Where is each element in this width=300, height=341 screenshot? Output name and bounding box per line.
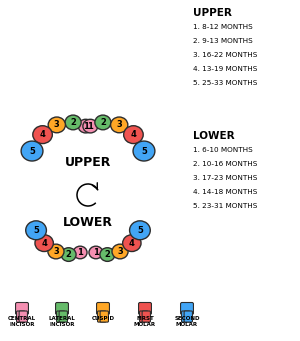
- Ellipse shape: [61, 248, 76, 261]
- FancyBboxPatch shape: [142, 311, 150, 322]
- Ellipse shape: [100, 248, 115, 261]
- Text: 3: 3: [116, 120, 122, 129]
- Ellipse shape: [123, 235, 141, 252]
- Ellipse shape: [65, 115, 81, 130]
- Text: 4: 4: [129, 239, 135, 248]
- Text: 5. 23-31 MONTHS: 5. 23-31 MONTHS: [193, 203, 257, 209]
- Ellipse shape: [112, 244, 128, 259]
- FancyBboxPatch shape: [19, 311, 28, 322]
- Text: 5. 25-33 MONTHS: 5. 25-33 MONTHS: [193, 80, 257, 86]
- Text: 1: 1: [83, 122, 88, 131]
- Text: 5: 5: [137, 226, 143, 235]
- Text: CENTRAL
INCISOR: CENTRAL INCISOR: [8, 316, 36, 327]
- Text: FIRST
MOLAR: FIRST MOLAR: [134, 316, 156, 327]
- Text: 1. 8-12 MONTHS: 1. 8-12 MONTHS: [193, 24, 253, 30]
- Ellipse shape: [33, 126, 52, 144]
- FancyBboxPatch shape: [182, 311, 190, 322]
- Ellipse shape: [130, 221, 150, 240]
- Ellipse shape: [133, 141, 155, 161]
- Text: 4: 4: [41, 239, 47, 248]
- Text: 1. 6-10 MONTHS: 1. 6-10 MONTHS: [193, 147, 253, 153]
- Text: 2: 2: [100, 118, 106, 127]
- Text: 4. 14-18 MONTHS: 4. 14-18 MONTHS: [193, 189, 257, 195]
- Text: 2: 2: [70, 118, 76, 127]
- FancyBboxPatch shape: [98, 311, 106, 322]
- FancyBboxPatch shape: [59, 311, 68, 322]
- Text: 5: 5: [29, 147, 35, 155]
- Text: 2: 2: [104, 250, 110, 259]
- Text: 1: 1: [93, 248, 99, 257]
- Ellipse shape: [95, 115, 111, 130]
- FancyBboxPatch shape: [56, 311, 65, 322]
- Text: 3. 17-23 MONTHS: 3. 17-23 MONTHS: [193, 175, 257, 181]
- Ellipse shape: [21, 141, 43, 161]
- Ellipse shape: [83, 119, 98, 133]
- Text: 4. 13-19 MONTHS: 4. 13-19 MONTHS: [193, 66, 257, 72]
- Text: 1: 1: [77, 248, 83, 257]
- Ellipse shape: [48, 117, 65, 133]
- FancyBboxPatch shape: [97, 302, 110, 314]
- Ellipse shape: [89, 246, 103, 259]
- Text: 2: 2: [66, 250, 71, 259]
- Text: LOWER: LOWER: [193, 131, 235, 141]
- Text: 2. 9-13 MONTHS: 2. 9-13 MONTHS: [193, 38, 253, 44]
- Ellipse shape: [26, 221, 46, 240]
- Text: 1: 1: [87, 122, 93, 131]
- Text: SECOND
MOLAR: SECOND MOLAR: [174, 316, 200, 327]
- FancyBboxPatch shape: [16, 311, 25, 322]
- Ellipse shape: [48, 244, 64, 259]
- Text: LATERAL
INCISOR: LATERAL INCISOR: [49, 316, 75, 327]
- FancyBboxPatch shape: [181, 302, 194, 314]
- Ellipse shape: [78, 119, 93, 133]
- FancyBboxPatch shape: [56, 302, 68, 314]
- Text: CUSPID: CUSPID: [92, 316, 115, 321]
- Ellipse shape: [35, 235, 53, 252]
- Text: 3: 3: [53, 247, 59, 256]
- Ellipse shape: [124, 126, 143, 144]
- FancyBboxPatch shape: [139, 302, 152, 314]
- Text: 3: 3: [117, 247, 123, 256]
- Text: 5: 5: [33, 226, 39, 235]
- Ellipse shape: [111, 117, 128, 133]
- Text: 2. 10-16 MONTHS: 2. 10-16 MONTHS: [193, 161, 257, 167]
- Text: LOWER: LOWER: [63, 217, 113, 229]
- Ellipse shape: [73, 246, 87, 259]
- FancyBboxPatch shape: [16, 302, 28, 314]
- Text: 5: 5: [141, 147, 147, 155]
- Text: 4: 4: [130, 130, 136, 139]
- Text: 3: 3: [54, 120, 60, 129]
- Text: 4: 4: [40, 130, 46, 139]
- FancyBboxPatch shape: [140, 311, 148, 322]
- Text: UPPER: UPPER: [193, 8, 232, 18]
- FancyBboxPatch shape: [184, 311, 193, 322]
- Text: UPPER: UPPER: [65, 157, 111, 169]
- FancyBboxPatch shape: [100, 311, 109, 322]
- Text: 3. 16-22 MONTHS: 3. 16-22 MONTHS: [193, 52, 257, 58]
